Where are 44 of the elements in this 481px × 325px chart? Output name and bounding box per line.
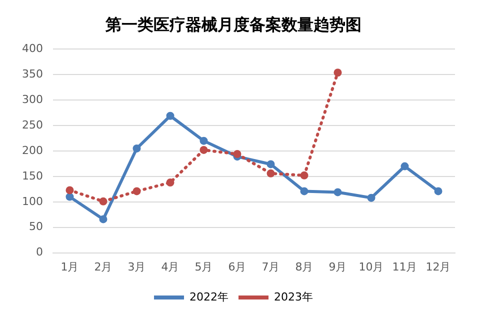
point (300, 187, 308, 196)
x-tick-label: 4月 (161, 260, 180, 274)
point (166, 112, 174, 120)
point (266, 160, 275, 168)
x-tick-label: 1月 (60, 260, 79, 274)
x-tick-label: 11月 (392, 260, 418, 274)
point (132, 187, 141, 196)
x-tick-label: 2月 (94, 260, 112, 274)
y-tick-label: 400 (22, 42, 43, 56)
point (66, 192, 74, 201)
chart-title: 第一类医疗器械月度备案数量趋势图 (104, 14, 362, 34)
x-tick-label: 7月 (262, 260, 280, 274)
point (200, 136, 208, 145)
point (99, 215, 108, 224)
y-tick-label: 200 (22, 144, 43, 157)
point (66, 186, 74, 194)
y-tick-label: 250 (22, 118, 43, 132)
y-tick-label: 100 (22, 194, 43, 208)
x-tick-label: 12月 (426, 260, 451, 274)
point (400, 162, 409, 170)
legend-label: 2023年 (274, 290, 313, 304)
point (300, 171, 308, 180)
point (434, 187, 442, 196)
x-tick-label: 6月 (228, 260, 246, 274)
y-tick-label: 300 (22, 92, 43, 106)
point (99, 197, 108, 206)
point (200, 146, 208, 154)
point (233, 150, 242, 158)
y-tick-label: 350 (22, 68, 43, 81)
y-tick-label: 150 (22, 169, 43, 182)
x-tick-label: 8月 (295, 260, 314, 274)
point (334, 68, 342, 77)
point (166, 178, 174, 187)
point (132, 144, 141, 152)
point (334, 188, 342, 196)
point (367, 194, 376, 202)
y-tick-label: 50 (28, 220, 43, 234)
x-tick-label: 5月 (194, 260, 213, 274)
point (266, 169, 275, 178)
x-tick-label: 10月 (358, 260, 384, 274)
x-tick-label: 3月 (128, 260, 146, 274)
y-tick-label: 0 (36, 246, 43, 259)
x-tick-label: 9月 (328, 260, 347, 274)
legend-label: 2022年 (190, 290, 229, 304)
